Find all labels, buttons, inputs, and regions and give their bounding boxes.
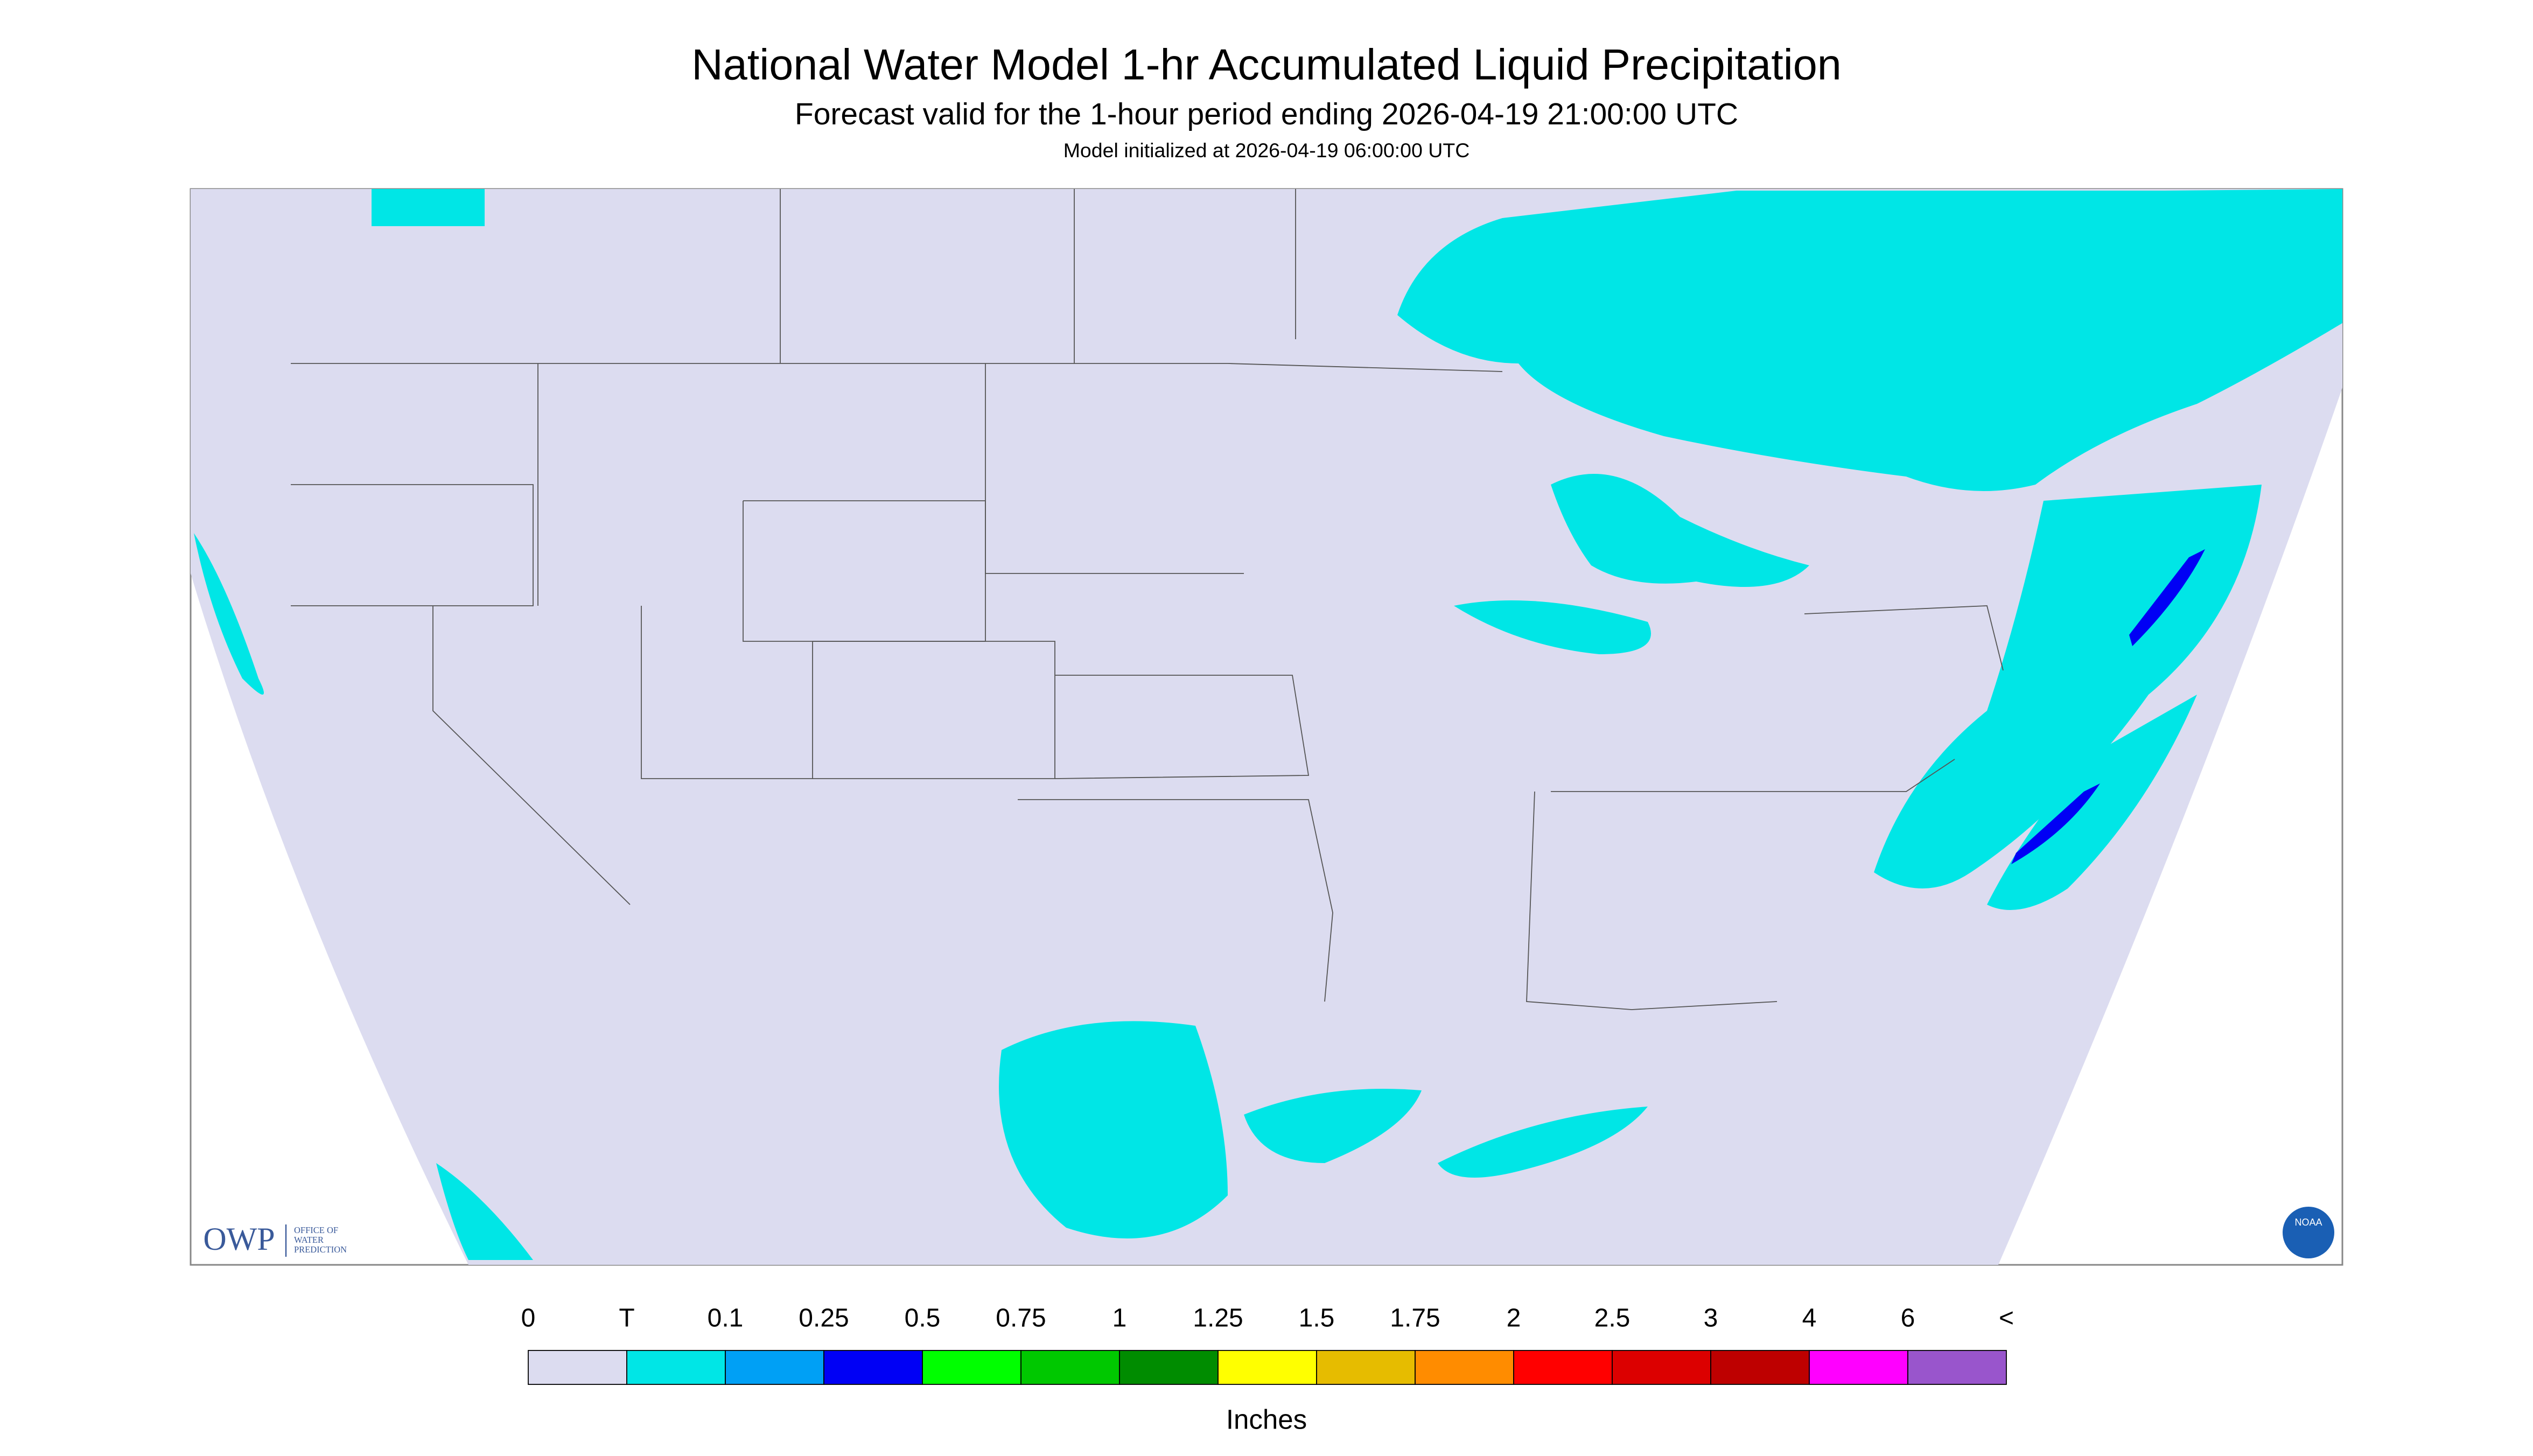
- noaa-logo: [2283, 1207, 2334, 1259]
- legend-swatch: [1316, 1350, 1416, 1385]
- legend-label: 1.25: [1193, 1304, 1243, 1333]
- legend-label: 1.75: [1390, 1304, 1440, 1333]
- legend-swatch: [725, 1350, 824, 1385]
- title: National Water Model 1-hr Accumulated Li…: [691, 40, 1842, 89]
- precip-areas: [194, 189, 2342, 1261]
- owp-logo: OWP: [203, 1221, 275, 1257]
- init-time: Model initialized at 2026-04-19 06:00:00…: [1063, 139, 1470, 162]
- legend-label: 3: [1704, 1304, 1718, 1333]
- legend-label: T: [619, 1304, 634, 1333]
- boundaries: [291, 189, 2004, 1010]
- subtitle: Forecast valid for the 1-hour period end…: [795, 97, 1738, 131]
- owp-subtitle-line: PREDICTION: [294, 1244, 347, 1255]
- legend-label: 1.5: [1299, 1304, 1335, 1333]
- owp-subtitle-line: OFFICE OF: [294, 1225, 338, 1235]
- legend-swatch: [823, 1350, 923, 1385]
- legend-label: 0.25: [799, 1304, 849, 1333]
- legend-label: 0.5: [905, 1304, 941, 1333]
- legend-swatch: [1907, 1350, 2007, 1385]
- legend-swatch: [1513, 1350, 1613, 1385]
- legend-swatch: [1809, 1350, 1908, 1385]
- legend-swatch: [528, 1350, 627, 1385]
- legend-swatch: [1612, 1350, 1711, 1385]
- legend-swatch: [626, 1350, 726, 1385]
- legend-label: <: [1999, 1304, 2014, 1333]
- legend-label: 0.1: [708, 1304, 744, 1333]
- legend-units: Inches: [1226, 1404, 1307, 1434]
- legend-swatch: [1119, 1350, 1219, 1385]
- legend-swatch: [1020, 1350, 1120, 1385]
- legend-swatch: [922, 1350, 1021, 1385]
- legend-swatch: [1710, 1350, 1810, 1385]
- owp-subtitle-line: WATER: [294, 1235, 324, 1245]
- legend-label: 2.5: [1594, 1304, 1631, 1333]
- legend: 0 T 0.1 0.25 0.5 0.75 1 1.25 1.5 1.75 2 2.5 3 4 6 <: [521, 1304, 2014, 1385]
- legend-label: 0: [521, 1304, 536, 1333]
- legend-swatch: [1217, 1350, 1317, 1385]
- noaa-text: NOAA: [2294, 1217, 2322, 1228]
- legend-label: 6: [1901, 1304, 1915, 1333]
- legend-label: 4: [1802, 1304, 1817, 1333]
- heavy-precip: [2011, 549, 2205, 865]
- legend-label: 0.75: [996, 1304, 1046, 1333]
- legend-label: 2: [1507, 1304, 1521, 1333]
- legend-label: 1: [1112, 1304, 1127, 1333]
- legend-swatch: [1415, 1350, 1514, 1385]
